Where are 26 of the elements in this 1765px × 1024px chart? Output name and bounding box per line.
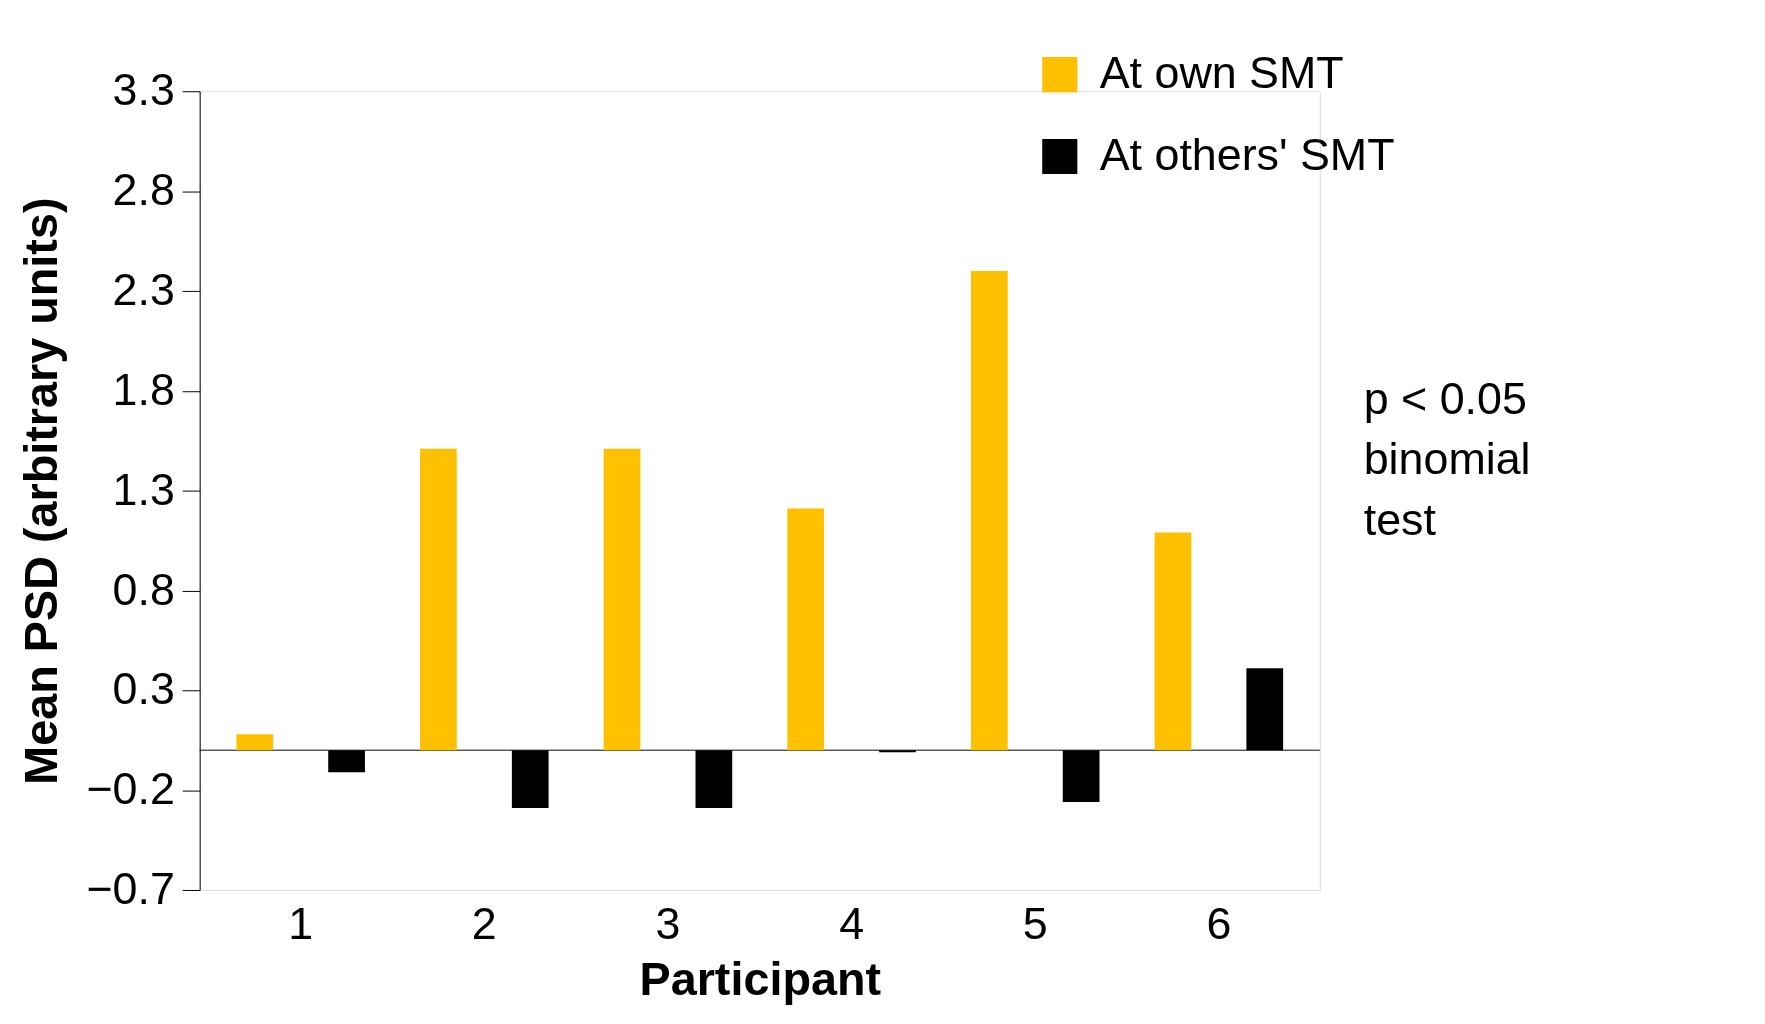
- y-tick-label: 3.3: [112, 64, 175, 115]
- y-tick-label: 1.3: [112, 463, 175, 514]
- bar: [787, 508, 825, 751]
- y-tick-label: 0.8: [112, 563, 175, 614]
- x-tick-label: 4: [839, 898, 865, 949]
- y-tick-label: 2.3: [112, 264, 175, 315]
- bar: [970, 270, 1008, 751]
- bar: [420, 448, 457, 751]
- legend-label: At others' SMT: [1099, 129, 1395, 180]
- y-tick-label: 0.3: [112, 663, 175, 714]
- y-tick-label: 2.8: [112, 164, 175, 215]
- x-tick-label: 2: [471, 898, 497, 949]
- x-tick-label: 1: [288, 898, 314, 949]
- bar: [236, 734, 274, 751]
- x-tick-label: 5: [1022, 898, 1048, 949]
- text: p < 0.05 binomial test: [1363, 372, 1531, 544]
- y-tick-label: −0.2: [86, 763, 175, 814]
- x-tick-label: 3: [655, 898, 681, 949]
- bar: [603, 448, 641, 751]
- y-tick-label: −0.7: [86, 863, 175, 914]
- x-axis-title: Participant: [639, 952, 882, 1005]
- legend-label: At own SMT: [1099, 47, 1344, 98]
- y-axis-title: Mean PSD (arbitrary units): [15, 197, 68, 785]
- bar: [1154, 532, 1192, 751]
- y-tick-label: 1.8: [112, 363, 175, 414]
- x-tick-label: 6: [1206, 898, 1232, 949]
